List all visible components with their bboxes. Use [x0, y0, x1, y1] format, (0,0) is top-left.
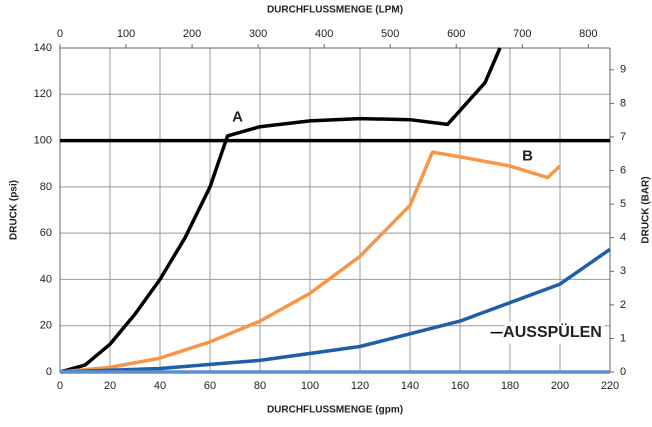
y-tick-label: 60: [40, 227, 52, 239]
annotation: A: [232, 108, 243, 125]
x2-tick-label: 100: [117, 28, 135, 40]
y-tick-label: 0: [46, 366, 52, 378]
y2-tick-label: 1: [620, 332, 626, 344]
x-tick-label: 120: [351, 380, 369, 392]
y2-tick-label: 6: [620, 164, 626, 176]
y-tick-label: 80: [40, 181, 52, 193]
x-tick-label: 0: [57, 380, 63, 392]
x-tick-label: 80: [254, 380, 266, 392]
x-tick-label: 180: [501, 380, 519, 392]
y2-tick-label: 3: [620, 265, 626, 277]
y-tick-label: 20: [40, 320, 52, 332]
x2-tick-label: 400: [315, 28, 333, 40]
y2-tick-label: 0: [620, 366, 626, 378]
x2-tick-label: 800: [579, 28, 597, 40]
x-axis-title: DURCHFLUSSMENGE (gpm): [267, 405, 403, 416]
y2-tick-label: 7: [620, 131, 626, 143]
x2-tick-label: 300: [249, 28, 267, 40]
series-line: [59, 247, 611, 374]
x-tick-label: 220: [601, 380, 619, 392]
y2-axis-title: DRUCK (BAR): [641, 176, 652, 243]
x-tick-label: 200: [551, 380, 569, 392]
y-tick-label: 100: [34, 134, 52, 146]
x2-tick-label: 500: [381, 28, 399, 40]
series-line: [59, 47, 502, 374]
x-tick-label: 40: [154, 380, 166, 392]
y2-tick-label: 8: [620, 97, 626, 109]
y2-tick-label: 2: [620, 299, 626, 311]
x-tick-label: 140: [401, 380, 419, 392]
y2-tick-label: 5: [620, 198, 626, 210]
series-line: [59, 150, 562, 374]
y-tick-label: 40: [40, 273, 52, 285]
annotation: AUSSPÜLEN: [503, 322, 602, 341]
annotation: B: [522, 148, 533, 165]
y-axis-title: DRUCK (psi): [9, 180, 20, 240]
x-tick-label: 20: [104, 380, 116, 392]
y-tick-label: 120: [34, 88, 52, 100]
x2-tick-label: 700: [513, 28, 531, 40]
y2-tick-label: 4: [620, 232, 626, 244]
x-tick-label: 100: [301, 380, 319, 392]
x2-axis-title: DURCHFLUSSMENGE (LPM): [267, 5, 403, 16]
x2-tick-label: 0: [57, 28, 63, 40]
x2-tick-label: 200: [183, 28, 201, 40]
label-box: [504, 321, 605, 344]
y2-tick-label: 9: [620, 64, 626, 76]
x2-tick-label: 600: [447, 28, 465, 40]
x-tick-label: 160: [451, 380, 469, 392]
y-tick-label: 140: [34, 42, 52, 54]
x-tick-label: 60: [204, 380, 216, 392]
